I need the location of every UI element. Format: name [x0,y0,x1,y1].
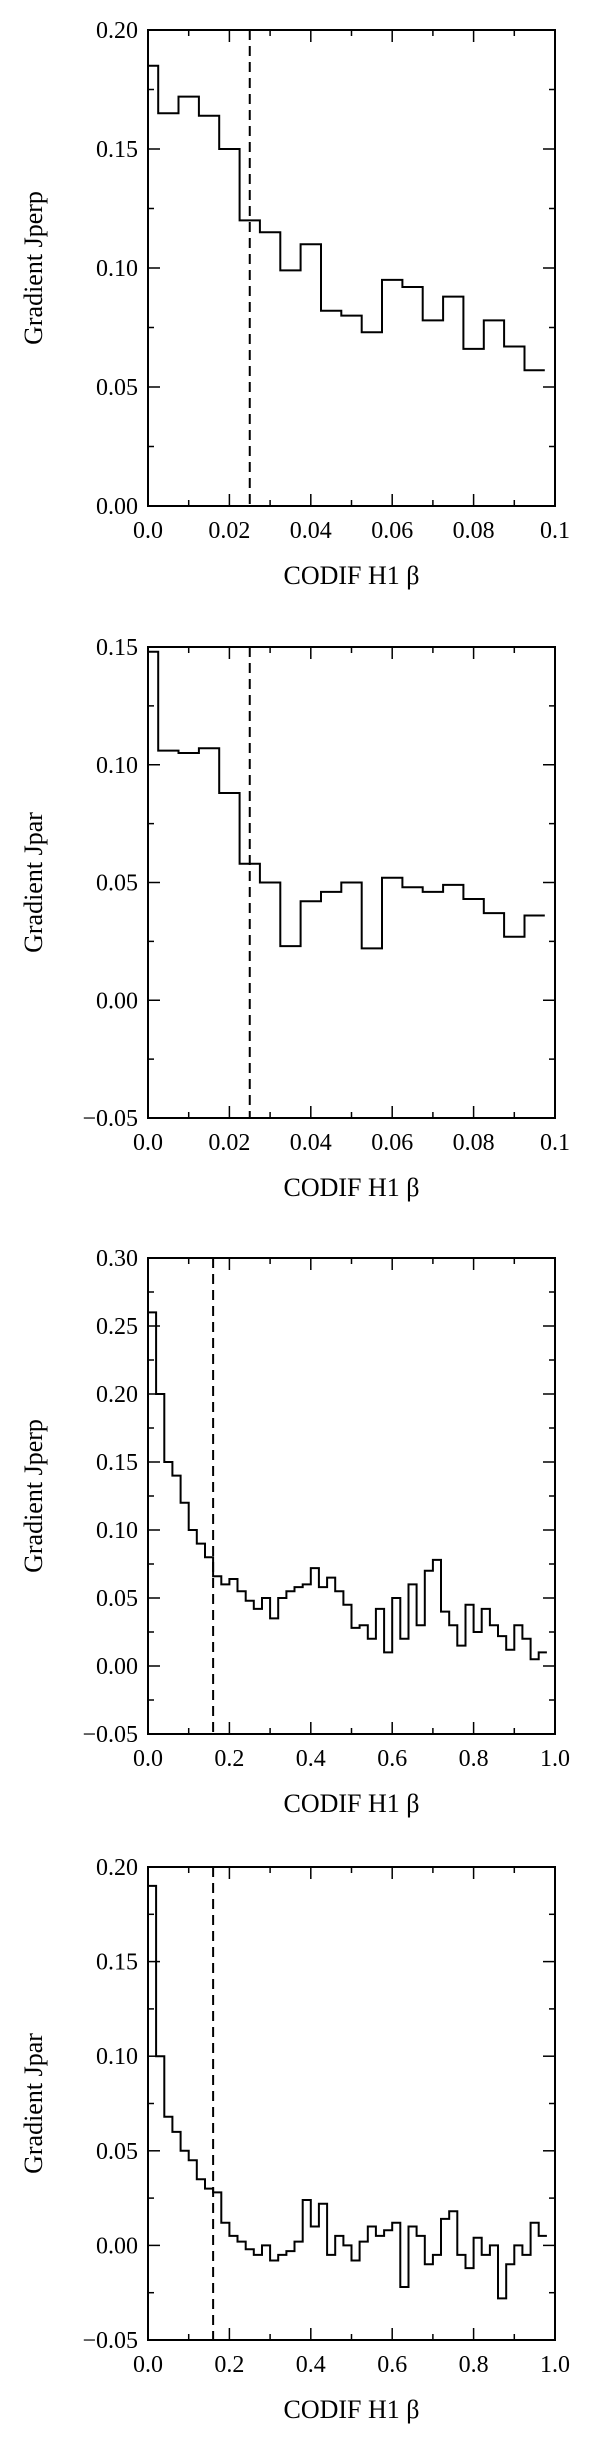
x-tick-label: 0.2 [214,1746,244,1772]
x-tick-label: 0.6 [377,2352,407,2378]
y-tick-label: 0.15 [96,1950,138,1976]
x-tick-label: 0.8 [459,1746,489,1772]
y-tick-label: −0.05 [82,1722,138,1748]
x-axis-label: CODIF H1 β [283,1789,419,1818]
series-line [148,1311,547,1661]
y-tick-label: 0.15 [96,635,138,661]
y-tick-label: −0.05 [82,1106,138,1132]
series-line [148,650,545,950]
y-tick-label: 0.00 [96,1654,138,1680]
y-tick-label: 0.15 [96,1450,138,1476]
x-tick-label: 0.04 [290,518,332,544]
x-tick-label: 1.0 [540,1746,570,1772]
plot-frame [147,1257,556,1735]
y-tick-label: 0.10 [96,753,138,779]
y-tick-label: 0.10 [96,1518,138,1544]
x-tick-label: 0.04 [290,1130,332,1156]
chart-panel-1: 0.0 0.02 0.04 0.06 0.08 0.1 0.00 0.05 0.10 0.15 0.… [19,18,570,590]
y-tick-label: 0.05 [96,871,138,897]
x-tick-label: 0.0 [133,518,163,544]
chart-panel-2: 0.0 0.02 0.04 0.06 0.08 0.1 −0.05 0.00 0.05 0.10 0… [19,635,570,1202]
x-tick-label: 0.2 [214,2352,244,2378]
x-tick-label: 0.02 [208,518,250,544]
x-tick-label: 1.0 [540,2352,570,2378]
x-tick-label: 0.0 [133,1130,163,1156]
chart-panel-4: 0.0 0.2 0.4 0.6 0.8 1.0 −0.05 0.00 0.05 0.10 0.15 0… [19,1855,570,2424]
y-tick-label: 0.15 [96,137,138,163]
y-tick-label: 0.00 [96,2233,138,2259]
y-tick-label: 0.20 [96,1382,138,1408]
plot-frame [147,1866,556,2341]
series-line [148,64,545,372]
y-axis-label: Gradient Jperp [19,191,48,345]
x-axis-label: CODIF H1 β [283,2395,419,2424]
y-tick-label: 0.30 [96,1246,138,1272]
y-tick-label: 0.25 [96,1314,138,1340]
y-tick-label: −0.05 [82,2328,138,2354]
y-tick-label: 0.10 [96,256,138,282]
x-tick-label: 0.08 [453,1130,495,1156]
x-tick-label: 0.1 [540,518,570,544]
x-tick-label: 0.8 [459,2352,489,2378]
y-tick-label: 0.00 [96,988,138,1014]
series-line [148,1884,547,2300]
x-tick-label: 0.4 [296,1746,326,1772]
y-tick-label: 0.00 [96,494,138,520]
y-axis-label: Gradient Jpar [19,812,48,953]
y-axis-label: Gradient Jperp [19,1419,48,1573]
plot-frame [147,29,556,507]
x-tick-label: 0.06 [371,1130,413,1156]
x-tick-label: 0.08 [453,518,495,544]
y-axis-label: Gradient Jpar [19,2033,48,2174]
x-axis-label: CODIF H1 β [283,561,419,590]
chart-panel-3: 0.0 0.2 0.4 0.6 0.8 1.0 −0.05 0.00 0.05 0.10 0.15 0… [19,1246,570,1818]
x-tick-label: 0.06 [371,518,413,544]
y-tick-label: 0.05 [96,1586,138,1612]
y-tick-label: 0.20 [96,18,138,44]
x-tick-label: 0.6 [377,1746,407,1772]
x-tick-label: 0.4 [296,2352,326,2378]
x-tick-label: 0.1 [540,1130,570,1156]
y-tick-label: 0.05 [96,2139,138,2165]
y-tick-label: 0.05 [96,375,138,401]
y-tick-label: 0.10 [96,2044,138,2070]
y-tick-label: 0.20 [96,1855,138,1881]
x-tick-label: 0.0 [133,2352,163,2378]
x-tick-label: 0.02 [208,1130,250,1156]
x-tick-label: 0.0 [133,1746,163,1772]
x-axis-label: CODIF H1 β [283,1173,419,1202]
